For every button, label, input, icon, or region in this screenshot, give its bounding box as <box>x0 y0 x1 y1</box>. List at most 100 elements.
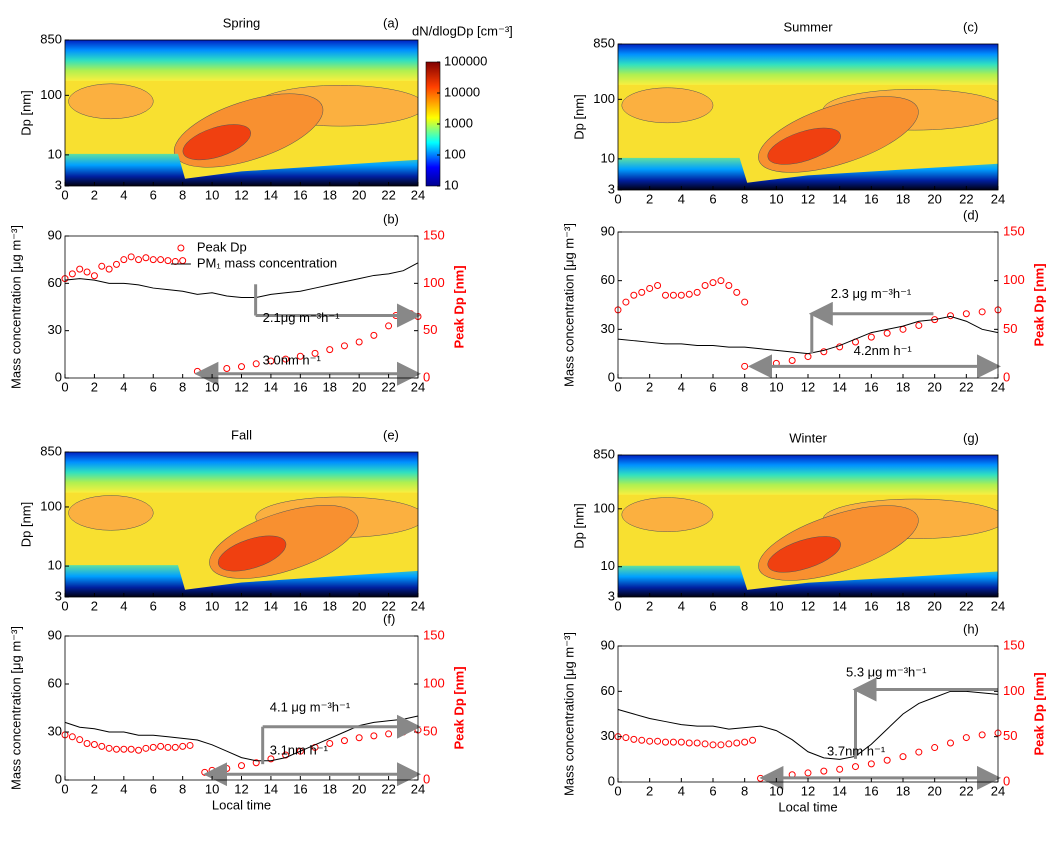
annotation: 5.3 μg m⁻³h⁻¹ <box>846 665 927 680</box>
peak-dp-point <box>677 291 685 299</box>
contour-bottom <box>65 565 418 597</box>
x-tick-label: 0 <box>614 598 621 613</box>
peak-dp-point <box>238 363 245 371</box>
peak-dp-point <box>340 342 348 350</box>
x-tick-label: 0 <box>614 191 621 206</box>
peak-dp-point <box>899 325 907 333</box>
peak-dp-point <box>76 736 84 744</box>
peak-dp-point <box>962 310 970 318</box>
peak-dp-point <box>646 284 654 292</box>
x-tick-label: 6 <box>150 379 157 394</box>
y-tick-label: 0 <box>55 369 62 384</box>
panel-label: (f) <box>383 611 395 626</box>
colorbar-tick-label: 1000 <box>444 115 473 130</box>
y-tick-label: 0 <box>608 369 615 384</box>
peak-dp-point <box>326 740 334 748</box>
x-tick-label: 4 <box>678 598 685 613</box>
x-tick-label: 24 <box>991 191 1005 206</box>
panel-label: (c) <box>963 19 978 34</box>
y-tick-label: 30 <box>601 728 615 743</box>
peak-dp-point <box>90 272 98 280</box>
panel-title: Winter <box>789 430 827 445</box>
peak-dp-point <box>669 291 677 299</box>
y2-tick-label: 50 <box>1003 321 1017 336</box>
y2-axis-label: Peak Dp [nm] <box>1031 672 1046 755</box>
peak-dp-point <box>120 256 128 264</box>
y2-tick-label: 50 <box>1003 728 1017 743</box>
peak-dp-point <box>915 748 923 756</box>
contour-top <box>618 44 998 85</box>
x-tick-label: 18 <box>323 598 337 613</box>
y2-axis-label: Peak Dp [nm] <box>451 265 466 348</box>
x-tick-label: 16 <box>293 187 307 202</box>
peak-dp-point <box>978 308 986 316</box>
x-tick-label: 10 <box>769 783 783 798</box>
peak-dp-point <box>186 741 194 749</box>
y-tick-label: 60 <box>48 675 62 690</box>
y-tick-label: 850 <box>40 443 62 458</box>
peak-dp-point <box>98 742 106 750</box>
peak-dp-point <box>701 740 709 748</box>
peak-dp-point <box>931 744 939 752</box>
contour-field <box>65 452 418 597</box>
contour-field <box>618 44 998 190</box>
x-tick-label: 24 <box>411 781 425 796</box>
x-tick-label: 20 <box>352 379 366 394</box>
peak-dp-point <box>677 738 685 746</box>
x-tick-label: 4 <box>678 379 685 394</box>
x-tick-label: 16 <box>864 191 878 206</box>
peak-dp-point <box>179 257 187 265</box>
contour-top <box>618 455 998 495</box>
x-tick-label: 8 <box>179 379 186 394</box>
x-tick-label: 16 <box>293 598 307 613</box>
peak-dp-point <box>804 353 812 361</box>
peak-dp-point <box>717 741 725 749</box>
peak-dp-point <box>340 737 348 745</box>
y-tick-label: 10 <box>48 146 62 161</box>
peak-dp-point <box>701 282 709 290</box>
y-tick-label: 10 <box>601 558 615 573</box>
x-tick-label: 4 <box>120 187 127 202</box>
x-tick-label: 18 <box>323 379 337 394</box>
peak-dp-point <box>947 739 954 747</box>
x-tick-label: 12 <box>801 783 815 798</box>
pm1-line <box>617 690 999 760</box>
x-tick-label: 4 <box>678 191 685 206</box>
x-tick-label: 8 <box>179 598 186 613</box>
peak-dp-point <box>164 743 172 751</box>
y2-tick-label: 100 <box>423 275 445 290</box>
peak-dp-point <box>709 741 717 749</box>
panel-label: (b) <box>383 211 399 226</box>
peak-dp-point <box>883 329 891 337</box>
annotation: 2.3 μg m⁻³h⁻¹ <box>831 286 912 301</box>
x-tick-label: 12 <box>234 187 248 202</box>
x-tick-label: 18 <box>896 598 910 613</box>
x-tick-label: 12 <box>234 781 248 796</box>
peak-dp-point <box>142 744 150 752</box>
legend-label: Peak Dp <box>197 239 247 254</box>
peak-dp-point <box>693 739 701 747</box>
y2-tick-label: 100 <box>423 675 445 690</box>
y-tick-label: 90 <box>48 627 62 642</box>
y2-tick-label: 50 <box>423 723 437 738</box>
y-tick-label: 0 <box>55 771 62 786</box>
y2-tick-label: 100 <box>1003 683 1025 698</box>
y-tick-label: 10 <box>601 150 615 165</box>
x-tick-label: 12 <box>234 379 248 394</box>
peak-dp-point <box>311 349 319 357</box>
peak-dp-point <box>326 346 334 354</box>
x-tick-label: 0 <box>614 379 621 394</box>
y-tick-label: 850 <box>40 31 62 46</box>
peak-dp-point <box>385 730 393 738</box>
y2-tick-label: 0 <box>1003 369 1010 384</box>
peak-dp-point <box>164 257 172 265</box>
contour-orange <box>621 87 714 124</box>
peak-dp-point <box>820 767 828 775</box>
peak-dp-point <box>399 728 407 736</box>
colorbar-label: dN/dlogDp [cm⁻³] <box>412 23 513 38</box>
pm1-line <box>64 262 419 299</box>
peak-dp-point <box>296 352 304 360</box>
